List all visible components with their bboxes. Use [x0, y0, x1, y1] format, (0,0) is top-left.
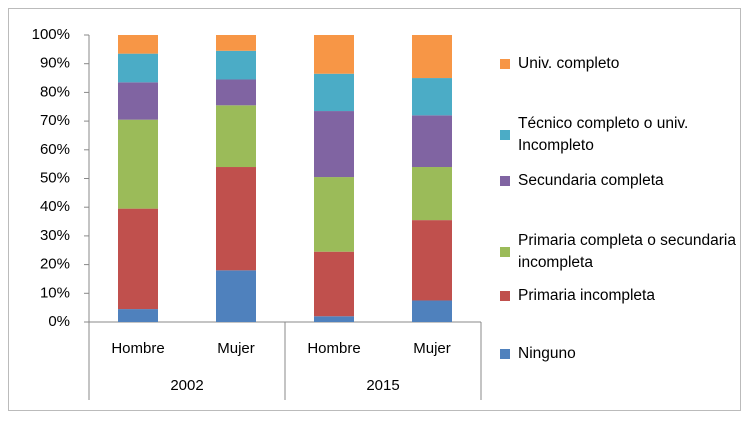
bar-segment	[314, 251, 354, 317]
legend-swatch	[500, 349, 510, 359]
x-tick-label: Hombre	[307, 340, 360, 357]
y-tick-label: 10%	[40, 284, 70, 301]
y-tick-label: 0%	[48, 313, 70, 330]
group-label: 2002	[170, 377, 203, 394]
legend-swatch	[500, 291, 510, 301]
bar-segment	[412, 300, 452, 322]
y-tick-label: 80%	[40, 83, 70, 100]
bar-segment	[314, 316, 354, 322]
bar-segment	[412, 78, 452, 116]
bar-segment	[412, 167, 452, 221]
bar-segment	[216, 270, 256, 322]
x-tick-label: Hombre	[111, 340, 164, 357]
bar-segment	[118, 82, 158, 120]
bar-segment	[216, 79, 256, 106]
bar-segment	[216, 167, 256, 271]
bar-segment	[314, 35, 354, 74]
x-tick-label: Mujer	[217, 340, 255, 357]
legend-swatch	[500, 59, 510, 69]
bar-segment	[314, 73, 354, 112]
legend-label: Univ. completo	[518, 55, 620, 72]
bar-segment	[412, 115, 452, 168]
legend-item: Primaria completa o secundaria incomplet…	[500, 230, 740, 274]
x-tick-label: Mujer	[413, 340, 451, 357]
bar-segment	[216, 50, 256, 80]
legend-label: Secundaria completa	[518, 172, 664, 189]
bar-segment	[216, 35, 256, 51]
legend-item: Univ. completo	[500, 53, 740, 75]
y-tick-label: 30%	[40, 227, 70, 244]
y-tick-label: 70%	[40, 112, 70, 129]
bar-segment	[118, 53, 158, 83]
legend-item: Secundaria completa	[500, 170, 740, 192]
y-tick-label: 50%	[40, 169, 70, 186]
bar-segment	[118, 208, 158, 310]
y-tick-label: 90%	[40, 55, 70, 72]
legend-item: Primaria incompleta	[500, 285, 740, 307]
bar-segment	[412, 35, 452, 79]
legend-swatch	[500, 176, 510, 186]
legend-label: Primaria completa o secundaria incomplet…	[518, 232, 736, 271]
legend-label: Técnico completo o univ. Incompleto	[518, 115, 689, 154]
bar-segment	[118, 35, 158, 54]
bar-segment	[314, 177, 354, 252]
legend-item: Ninguno	[500, 343, 740, 365]
legend-label: Ninguno	[518, 345, 576, 362]
bar-segment	[216, 105, 256, 168]
group-label: 2015	[366, 377, 399, 394]
legend-item: Técnico completo o univ. Incompleto	[500, 113, 740, 157]
y-tick-label: 40%	[40, 198, 70, 215]
y-tick-label: 100%	[32, 26, 70, 43]
y-tick-label: 20%	[40, 256, 70, 273]
bar-segment	[314, 111, 354, 178]
bar-segment	[118, 119, 158, 209]
legend-swatch	[500, 130, 510, 140]
legend-label: Primaria incompleta	[518, 287, 655, 304]
bar-segment	[118, 309, 158, 322]
y-tick-label: 60%	[40, 141, 70, 158]
bar-segment	[412, 220, 452, 301]
legend-swatch	[500, 247, 510, 257]
